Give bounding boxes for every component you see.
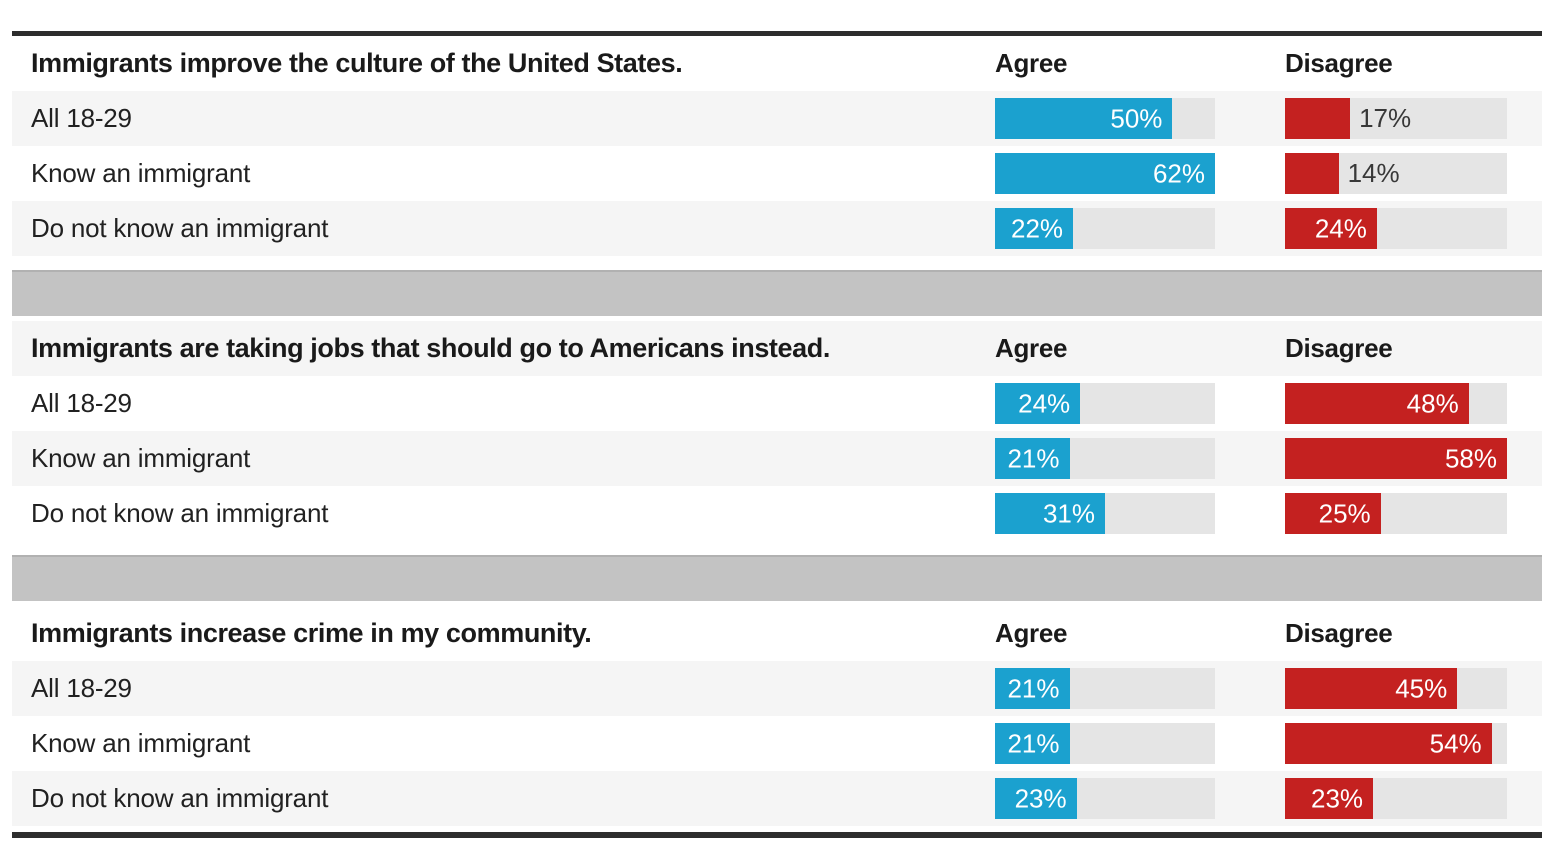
agree-bar-track: 23% [995,778,1215,819]
table-row: Know an immigrant 62% 14% [12,146,1542,201]
disagree-column-header: Disagree [1285,48,1393,78]
agree-column-header: Agree [995,333,1068,363]
disagree-column-header: Disagree [1285,333,1393,363]
agree-bar-track: 24% [995,383,1215,424]
disagree-value-label: 24% [1314,213,1367,243]
table-row: Know an immigrant 21% 54% [12,716,1542,771]
agree-bar-track: 22% [995,208,1215,249]
disagree-bar: 24% [1285,208,1377,249]
disagree-value-label: 54% [1429,728,1482,758]
disagree-bar-track: 17% [1285,98,1507,139]
disagree-bar: 45% [1285,668,1458,709]
section-3-header-row: Immigrants increase crime in my communit… [12,606,1542,661]
section-3-question: Immigrants increase crime in my communit… [31,618,592,648]
agree-value-label: 21% [1007,728,1060,758]
disagree-bar-track: 14% [1285,153,1507,194]
disagree-bar-track: 23% [1285,778,1507,819]
agree-value-label: 31% [1042,498,1095,528]
row-label: Do not know an immigrant [31,498,329,528]
table-row: Do not know an immigrant 22% 24% [12,201,1542,256]
table-row: Know an immigrant 21% 58% [12,431,1542,486]
row-label: Know an immigrant [31,728,251,758]
disagree-bar: 23% [1285,778,1374,819]
table-row: All 18-29 21% 45% [12,661,1542,716]
disagree-value-label: 58% [1444,443,1497,473]
disagree-bar-track: 58% [1285,438,1507,479]
row-label: All 18-29 [31,103,132,133]
agree-value-label: 22% [1011,213,1064,243]
disagree-bar-track: 48% [1285,383,1507,424]
agree-value-label: 23% [1014,783,1067,813]
row-label: Know an immigrant [31,158,251,188]
agree-value-label: 21% [1007,443,1060,473]
agree-bar-track: 50% [995,98,1215,139]
disagree-bar: 25% [1285,493,1381,534]
section-1-header-row: Immigrants improve the culture of the Un… [12,36,1542,91]
section-2-question: Immigrants are taking jobs that should g… [31,333,830,363]
disagree-bar: 54% [1285,723,1492,764]
section-separator-band [12,555,1542,601]
disagree-value-label: 48% [1406,388,1459,418]
disagree-column-header: Disagree [1285,618,1393,648]
agree-bar: 23% [995,778,1077,819]
row-label: All 18-29 [31,388,132,418]
agree-value-label: 50% [1110,103,1163,133]
bottom-border-rule [12,832,1542,838]
agree-bar: 24% [995,383,1081,424]
bottom-gap [12,826,1542,832]
disagree-bar [1285,98,1351,139]
agree-bar: 50% [995,98,1173,139]
row-label: Do not know an immigrant [31,213,329,243]
agree-bar: 22% [995,208,1074,249]
section-separator-band [12,270,1542,316]
disagree-bar-track: 54% [1285,723,1507,764]
agree-bar: 21% [995,723,1070,764]
separator-gap [12,256,1542,270]
agree-value-label: 21% [1007,673,1060,703]
section-1-question: Immigrants improve the culture of the Un… [31,48,683,78]
agree-bar: 21% [995,668,1070,709]
disagree-bar: 48% [1285,383,1469,424]
disagree-value-label: 14% [1347,158,1400,188]
disagree-bar-track: 45% [1285,668,1507,709]
separator-gap [12,541,1542,555]
disagree-bar-track: 24% [1285,208,1507,249]
disagree-bar-track: 25% [1285,493,1507,534]
separator-gap [12,316,1542,321]
agree-bar-track: 21% [995,438,1215,479]
top-border-rule [12,31,1542,36]
agree-bar-track: 31% [995,493,1215,534]
agree-column-header: Agree [995,48,1068,78]
row-label: All 18-29 [31,673,132,703]
table-row: All 18-29 50% 17% [12,91,1542,146]
agree-bar-track: 21% [995,723,1215,764]
immigration-opinion-survey-chart: Immigrants improve the culture of the Un… [12,31,1542,838]
table-row: Do not know an immigrant 23% 23% [12,771,1542,826]
disagree-bar [1285,153,1339,194]
disagree-bar: 58% [1285,438,1507,479]
agree-bar: 62% [995,153,1215,194]
separator-gap [12,601,1542,606]
agree-value-label: 62% [1152,158,1205,188]
table-row: All 18-29 24% 48% [12,376,1542,431]
agree-column-header: Agree [995,618,1068,648]
agree-bar-track: 62% [995,153,1215,194]
row-label: Do not know an immigrant [31,783,329,813]
disagree-value-label: 25% [1318,498,1371,528]
agree-bar: 21% [995,438,1070,479]
disagree-value-label: 45% [1395,673,1448,703]
agree-value-label: 24% [1018,388,1071,418]
agree-bar-track: 21% [995,668,1215,709]
section-2-header-row: Immigrants are taking jobs that should g… [12,321,1542,376]
table-row: Do not know an immigrant 31% 25% [12,486,1542,541]
row-label: Know an immigrant [31,443,251,473]
disagree-value-label: 23% [1310,783,1364,813]
disagree-value-label: 17% [1359,103,1412,133]
agree-bar: 31% [995,493,1105,534]
